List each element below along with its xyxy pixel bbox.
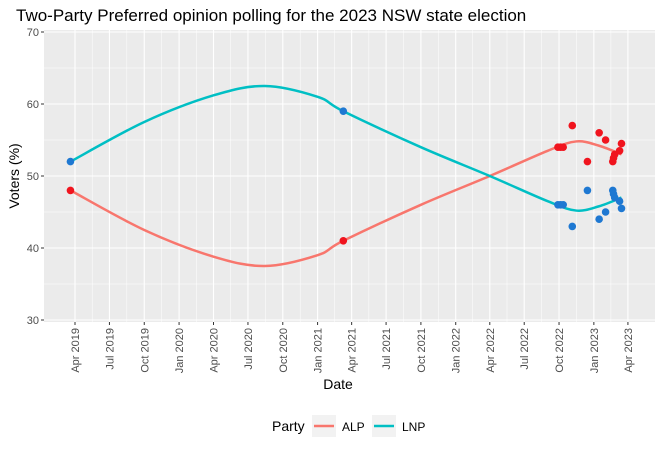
point-alp: [595, 129, 603, 137]
point-lnp: [559, 201, 567, 209]
legend: Party ALP LNP: [272, 415, 425, 437]
point-lnp: [617, 204, 626, 213]
smooth-line-lnp: [69, 84, 622, 212]
x-tick-label: Apr 2019: [70, 328, 82, 373]
gridlines: [44, 30, 655, 322]
point-alp: [601, 136, 610, 144]
x-tick-label: Jul 2022: [519, 328, 531, 370]
point-lnp: [568, 222, 577, 231]
y-axis-label: Voters (%): [6, 143, 22, 208]
point-lnp: [601, 208, 610, 216]
x-tick-label: Apr 2020: [209, 328, 221, 373]
y-tick-label: 60: [27, 99, 39, 111]
chart-title: Two-Party Preferred opinion polling for …: [16, 6, 526, 25]
x-axis-label: Date: [323, 376, 353, 392]
points: [66, 107, 626, 245]
legend-title: Party: [272, 418, 305, 434]
point-alp: [66, 186, 75, 195]
smooth-lines: [69, 84, 622, 268]
x-tick-label: Jul 2019: [104, 328, 116, 370]
point-lnp: [339, 107, 348, 115]
legend-label-alp: ALP: [342, 420, 365, 434]
y-tick-label: 40: [27, 243, 39, 255]
x-tick-label: Jan 2021: [313, 328, 325, 373]
point-alp: [559, 143, 567, 151]
x-tick-label: Oct 2020: [278, 328, 290, 373]
x-tick-label: Apr 2021: [347, 328, 359, 373]
point-alp: [568, 121, 577, 130]
x-tick-label: Oct 2019: [139, 328, 151, 373]
y-tick-label: 70: [27, 27, 39, 39]
x-tick-label: Apr 2023: [623, 328, 635, 373]
x-tick-label: Oct 2021: [416, 328, 428, 373]
point-lnp: [595, 215, 603, 223]
x-tick-label: Jan 2023: [589, 328, 601, 373]
axes: 30 40 50 60 70 Apr 2019 Jul 2019 Oct 2019 Jan 20…: [27, 27, 635, 373]
x-tick-label: Jul 2021: [381, 328, 393, 370]
x-tick-label: Jan 2022: [451, 328, 463, 373]
point-alp: [339, 237, 348, 245]
point-alp: [617, 139, 626, 148]
point-alp: [615, 147, 624, 155]
x-tick-label: Apr 2022: [485, 328, 497, 373]
point-lnp: [66, 157, 75, 166]
y-tick-label: 50: [27, 171, 39, 183]
point-lnp: [583, 186, 592, 195]
smooth-line-alp: [69, 140, 622, 268]
point-lnp: [615, 197, 624, 205]
y-tick-label: 30: [27, 315, 39, 327]
x-tick-label: Oct 2022: [554, 328, 566, 373]
x-tick-label: Jan 2020: [174, 328, 186, 373]
x-tick-label: Jul 2020: [243, 328, 255, 370]
point-alp: [583, 157, 592, 166]
legend-label-lnp: LNP: [402, 420, 425, 434]
